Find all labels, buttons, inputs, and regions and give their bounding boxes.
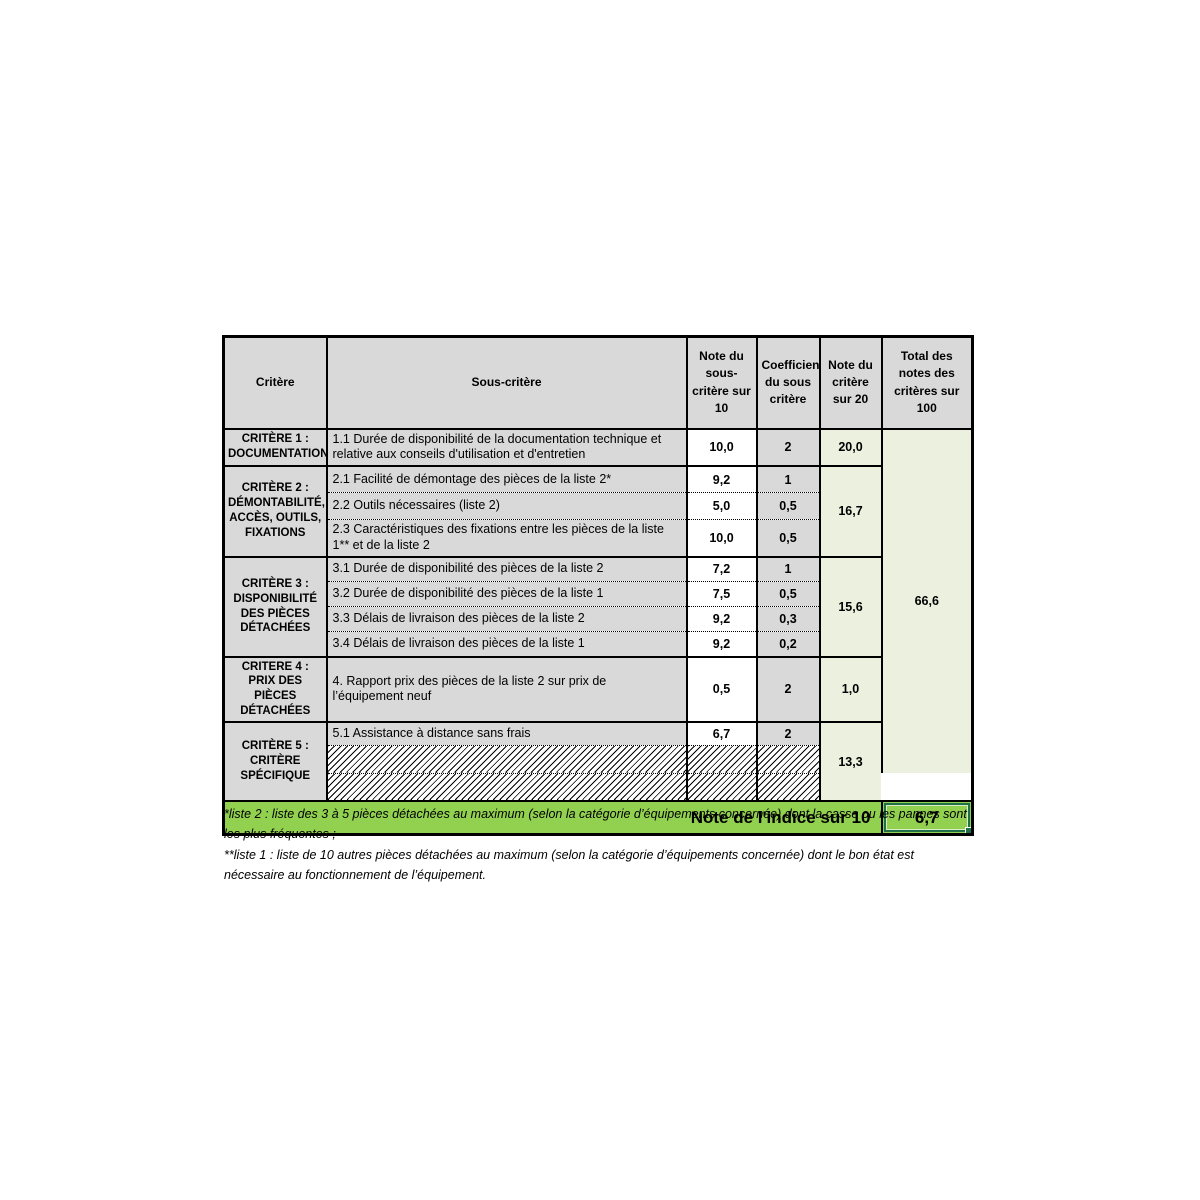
cell-note20-critere-4[interactable]: 1,0 (818, 655, 882, 723)
cell-note10-2-2[interactable]: 5,0 (685, 492, 757, 520)
header-critere[interactable]: Critère (222, 335, 327, 429)
cell-hatched-coeff-2[interactable] (755, 772, 820, 802)
cell-note10-3-4[interactable]: 9,2 (685, 631, 757, 657)
cell-note10-1-1[interactable]: 10,0 (685, 427, 757, 466)
cell-note20-critere-3[interactable]: 15,6 (818, 555, 882, 657)
row-3-2: 3.2 Durée de disponibilité des pièces de… (224, 581, 973, 607)
header-row: Critère Sous-critère Note du sous-critèr… (222, 335, 973, 429)
row-1-1: CRITÈRE 1 : DOCUMENTATION 1.1 Durée de d… (222, 427, 973, 774)
cell-sub-1-1[interactable]: 1.1 Durée de disponibilité de la documen… (325, 427, 687, 466)
footnotes: *liste 2 : liste des 3 à 5 pièces détach… (224, 804, 970, 885)
row-5-1: CRITÈRE 5 : CRITÈRE SPÉCIFIQUE 5.1 Assis… (222, 721, 973, 802)
cell-note20-critere-5[interactable]: 13,3 (818, 721, 882, 802)
header-coefficient[interactable]: Coefficient du sous critère (755, 335, 820, 429)
cell-coeff-5-1[interactable]: 2 (755, 721, 820, 746)
cell-coeff-4[interactable]: 2 (755, 655, 820, 723)
footnote-liste-2: *liste 2 : liste des 3 à 5 pièces détach… (224, 807, 967, 842)
row-2-1: CRITÈRE 2 : DÉMONTABILITÉ, ACCÈS, OUTILS… (222, 464, 973, 557)
cell-sub-2-3[interactable]: 2.3 Caractéristiques des fixations entre… (325, 519, 687, 557)
cell-note10-2-1[interactable]: 9,2 (685, 464, 757, 493)
cell-coeff-3-3[interactable]: 0,3 (755, 606, 820, 632)
cell-coeff-3-1[interactable]: 1 (755, 555, 820, 582)
cell-note10-2-3[interactable]: 10,0 (685, 519, 757, 557)
footer-row: Note de l'indice sur 10 6,7 (222, 800, 973, 835)
header-sous-critere[interactable]: Sous-critère (325, 335, 687, 429)
index-score-value: 6,7 (914, 807, 939, 827)
row-5-hatched-1 (224, 744, 973, 774)
cell-note10-3-1[interactable]: 7,2 (685, 555, 757, 582)
cell-critere-4[interactable]: CRITERE 4 : PRIX DES PIÈCES DÉTACHÉES (222, 655, 327, 723)
cell-sub-2-1[interactable]: 2.1 Facilité de démontage des pièces de … (325, 464, 687, 493)
cell-critere-3[interactable]: CRITÈRE 3 : DISPONIBILITÉ DES PIÈCES DÉT… (222, 555, 327, 657)
header-note-critere-20[interactable]: Note du critère sur 20 (818, 335, 882, 429)
cell-coeff-3-4[interactable]: 0,2 (755, 631, 820, 657)
header-total-100[interactable]: Total des notes des critères sur 100 (880, 335, 973, 429)
cell-note10-3-3[interactable]: 9,2 (685, 606, 757, 632)
cell-coeff-2-2[interactable]: 0,5 (755, 492, 820, 520)
cell-sub-5-1[interactable]: 5.1 Assistance à distance sans frais (325, 721, 687, 746)
cell-critere-1[interactable]: CRITÈRE 1 : DOCUMENTATION (222, 427, 327, 466)
footnote-liste-1: **liste 1 : liste de 10 autres pièces dé… (224, 847, 914, 882)
cell-coeff-1-1[interactable]: 2 (755, 427, 820, 466)
cell-note10-4[interactable]: 0,5 (685, 655, 757, 723)
cell-sub-3-3[interactable]: 3.3 Délais de livraison des pièces de la… (325, 606, 687, 632)
row-2-2: 2.2 Outils nécessaires (liste 2) 5,0 0,5 (224, 492, 973, 520)
row-5-hatched-2 (224, 772, 973, 802)
cell-selection-handle[interactable] (965, 826, 973, 835)
cell-note20-critere-2[interactable]: 16,7 (818, 464, 882, 557)
header-note-sous-critere[interactable]: Note du sous-critère sur 10 (685, 335, 757, 429)
cell-hatched-sub-2[interactable] (325, 772, 687, 802)
cell-critere-2[interactable]: CRITÈRE 2 : DÉMONTABILITÉ, ACCÈS, OUTILS… (222, 464, 327, 557)
repairability-index-table-wrap: Critère Sous-critère Note du sous-critèr… (222, 335, 974, 836)
cell-coeff-2-1[interactable]: 1 (755, 464, 820, 493)
cell-sub-3-2[interactable]: 3.2 Durée de disponibilité des pièces de… (325, 581, 687, 607)
row-4: CRITERE 4 : PRIX DES PIÈCES DÉTACHÉES 4.… (222, 655, 973, 723)
cell-hatched-coeff-1[interactable] (755, 744, 820, 774)
cell-hatched-note10-1[interactable] (685, 744, 757, 774)
repairability-index-table: Critère Sous-critère Note du sous-critèr… (222, 335, 974, 836)
cell-hatched-sub-1[interactable] (325, 744, 687, 774)
cell-coeff-3-2[interactable]: 0,5 (755, 581, 820, 607)
cell-hatched-note10-2[interactable] (685, 772, 757, 802)
row-3-1: CRITÈRE 3 : DISPONIBILITÉ DES PIÈCES DÉT… (222, 555, 973, 657)
cell-sub-3-4[interactable]: 3.4 Délais de livraison des pièces de la… (325, 631, 687, 657)
cell-sub-2-2[interactable]: 2.2 Outils nécessaires (liste 2) (325, 492, 687, 520)
cell-critere-5[interactable]: CRITÈRE 5 : CRITÈRE SPÉCIFIQUE (222, 721, 327, 802)
cell-note10-5-1[interactable]: 6,7 (685, 721, 757, 746)
cell-sub-4[interactable]: 4. Rapport prix des pièces de la liste 2… (325, 655, 687, 723)
row-3-3: 3.3 Délais de livraison des pièces de la… (224, 606, 973, 632)
row-2-3: 2.3 Caractéristiques des fixations entre… (224, 519, 973, 557)
cell-coeff-2-3[interactable]: 0,5 (755, 519, 820, 557)
index-score-label[interactable]: Note de l'indice sur 10 (222, 800, 882, 835)
cell-total-100[interactable]: 66,6 (880, 427, 973, 774)
row-3-4: 3.4 Délais de livraison des pièces de la… (224, 631, 973, 657)
cell-note20-critere-1[interactable]: 20,0 (818, 427, 882, 466)
cell-sub-3-1[interactable]: 3.1 Durée de disponibilité des pièces de… (325, 555, 687, 582)
cell-note10-3-2[interactable]: 7,5 (685, 581, 757, 607)
